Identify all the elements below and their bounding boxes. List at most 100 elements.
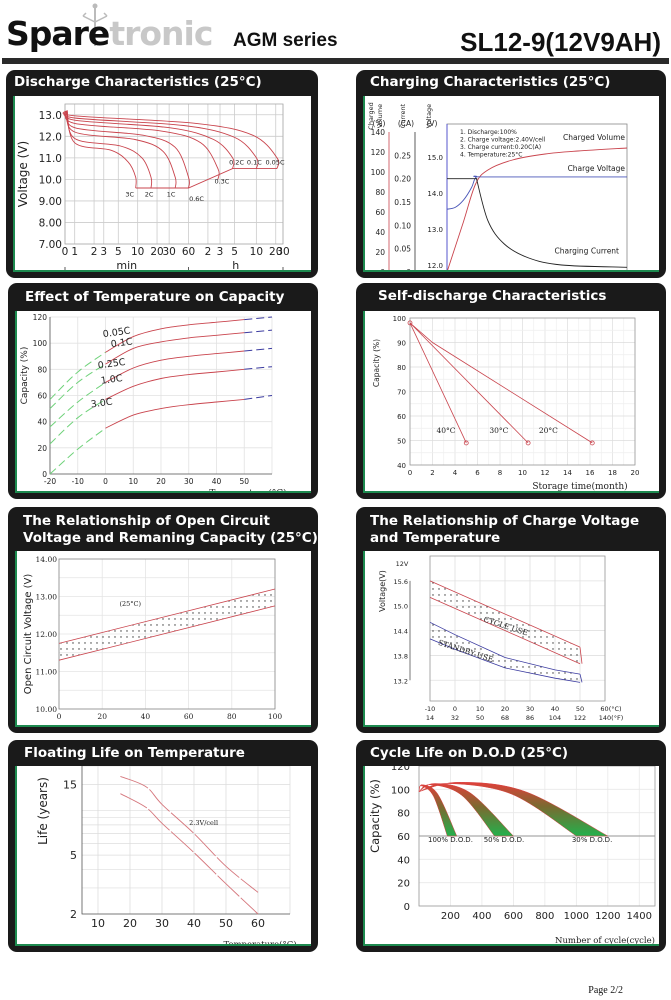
series-label: 50% D.O.D.	[484, 836, 524, 844]
band-lower-line	[429, 638, 581, 683]
x-axis-label: Remaining capacity(%)	[172, 724, 278, 725]
x-tick-label: 10	[131, 246, 144, 258]
panel-ocv: The Relationship of Open Circuit Voltage…	[8, 507, 318, 733]
capacity-curve-0.1C	[105, 332, 245, 365]
voltage-tick-label: 12.0	[427, 262, 443, 270]
y-tick-label: 80	[397, 364, 406, 372]
x-tick-label: 1200	[595, 911, 620, 922]
extrapolation-hot-3.0C	[244, 395, 273, 400]
y-tick-label: 60	[397, 413, 406, 421]
legend-note: 4. Temperature:25°C	[460, 152, 522, 159]
y-tick-label: 9.00	[39, 196, 62, 208]
panel-title: Floating Life on Temperature	[24, 745, 245, 761]
x-tick-label: 1	[71, 246, 78, 258]
panel-title: Charging Characteristics (25°C)	[370, 74, 611, 90]
plot-frame	[418, 766, 656, 907]
y-tick-label: 120	[391, 766, 410, 773]
series-label: 40°C	[436, 426, 455, 435]
ocv-chart: 10.00 11.00 12.00 13.00 14.00 0 20 40 60 80 100 Ope…	[23, 555, 283, 725]
x-tick-label: 100	[268, 712, 283, 721]
band-annotation: (25°C)	[119, 600, 141, 608]
x-tick-label: -10	[72, 477, 84, 486]
x-tick-label: 50	[219, 917, 233, 930]
x-tick-label-c: 60(°C)	[600, 705, 621, 713]
y-tick-label: 2	[70, 908, 77, 921]
x-tick-label: 60	[184, 712, 194, 721]
series-label: 30°C	[489, 426, 508, 435]
page-number: Page 2/2	[588, 985, 623, 996]
x-tick-label: 2	[205, 246, 212, 258]
x-tick-label: 10	[250, 246, 263, 258]
x-tick-label: 40	[212, 477, 222, 486]
end-marker	[463, 440, 469, 446]
y-tick-label: 60	[397, 832, 410, 843]
current-tick-label: 0.25	[394, 151, 411, 160]
y-tick-label: 10.00	[36, 705, 58, 714]
x-tick-label-c: 40	[551, 705, 559, 713]
current-tick-label: 0.10	[394, 221, 411, 230]
y-tick-label: 13.2	[394, 677, 408, 685]
header-divider	[2, 58, 669, 64]
series-label: 0.05C	[265, 158, 284, 166]
y-tick-label: 100	[393, 315, 406, 323]
y-axis-label: Voltage (V)	[16, 141, 30, 207]
y-axis-label: Capacity (%)	[368, 779, 382, 853]
y-tick-label: 80	[37, 365, 47, 374]
y-tick-label: 15.0	[394, 603, 408, 611]
self-discharge-chart: 40 50 60 70 80 90 100 0 2 4 6 8 10 12 14 16 18 20 Capacity…	[372, 315, 639, 491]
x-tick-label: 18	[608, 469, 617, 477]
y-tick-label: 0	[42, 470, 47, 479]
model-label: SL12-9(12V9AH)	[460, 27, 661, 57]
legend-note: 2. Charge voltage:2.40V/cell	[460, 137, 546, 144]
x-tick-label: 30	[276, 246, 289, 258]
x-tick-label: 400	[472, 911, 491, 922]
self-discharge-line-20°C	[409, 322, 593, 444]
volume-tick-label: 140	[371, 128, 386, 137]
x-tick-label-f: 140(°F)	[599, 714, 623, 722]
page-header: Sparetronic AGM series SL12-9(12V9AH)	[0, 0, 671, 64]
panel-title: The Relationship of Open Circuit Voltage…	[23, 513, 318, 546]
brand-part2: tronic	[109, 14, 213, 53]
series-label: 2C	[145, 191, 154, 199]
band-fill-1	[430, 622, 580, 683]
panel-discharge: Discharge Characteristics (25°C) 13.0 12.…	[6, 70, 318, 278]
ocv-band-fill	[59, 589, 275, 661]
y-tick-label: 15.6	[394, 578, 408, 586]
y-tick-label: 80	[397, 809, 410, 820]
x-tick-label-c: 10	[476, 705, 484, 713]
brand-logo: Sparetronic	[6, 14, 213, 53]
panel-title: Cycle Life on D.O.D (25°C)	[370, 745, 569, 761]
discharge-curve-0.1C	[63, 110, 259, 169]
discharge-curve-1C	[66, 110, 177, 189]
y-axis-label: Life (years)	[36, 777, 50, 845]
x-axis-label: Number of cycle(cycle)	[555, 935, 655, 944]
band-end	[579, 673, 583, 683]
extrapolation-cold-0.25C	[49, 381, 106, 428]
x-tick-label: 20	[156, 477, 166, 486]
voltage-tick-label: 15.0	[427, 154, 443, 162]
x-tick-label-f: 14	[426, 714, 434, 722]
cycle-band-2	[418, 782, 608, 837]
extrapolation-hot-1.0C	[244, 366, 273, 370]
y-tick-label: 90	[397, 340, 406, 348]
volume-tick-label: 60	[375, 208, 385, 217]
volume-tick-label: 20	[375, 248, 385, 257]
series-label: AGM series	[233, 30, 338, 51]
discharge-curve-0.6C	[66, 110, 190, 189]
series-label-volume: Charged Volume	[563, 133, 625, 142]
panel-charge-voltage: The Relationship of Charge Voltage and T…	[356, 507, 666, 733]
x-tick-label-f: 68	[501, 714, 509, 722]
axis-unit-volume: (%)	[373, 119, 386, 128]
x-tick-label: 30	[155, 917, 169, 930]
y-tick-label: 70	[397, 389, 406, 397]
x-tick-label-f: 32	[451, 714, 459, 722]
series-label: 0.05C	[102, 325, 131, 340]
logo-mast-icon	[82, 3, 108, 46]
current-tick-label: 0.15	[394, 198, 411, 207]
y-tick-label: 5	[70, 849, 77, 862]
y-tick-label: 60	[37, 392, 47, 401]
panel-cycle-life: Cycle Life on D.O.D (25°C) 0 20 40 60 80 100 1…	[356, 740, 666, 952]
y-tick-label: 14.00	[36, 555, 58, 564]
series-label: 3C	[125, 191, 134, 199]
